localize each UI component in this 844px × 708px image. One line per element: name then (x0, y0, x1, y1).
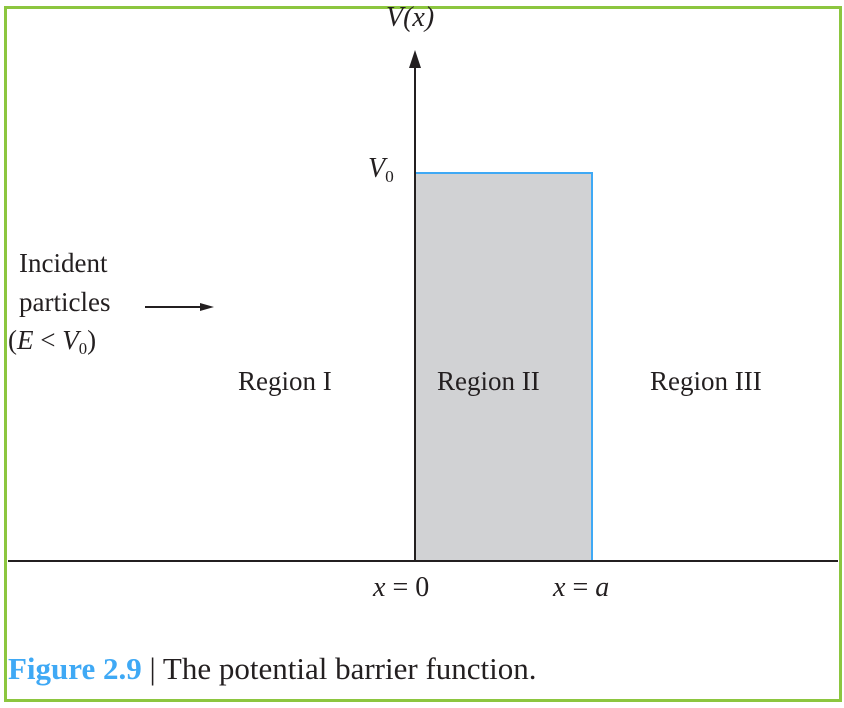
x-zero-label: x = 0 (373, 572, 430, 603)
region-3-label: Region III (650, 366, 762, 396)
barrier-height-label: V0 (368, 153, 394, 186)
y-axis-arrowhead (409, 50, 421, 68)
y-axis-label: V(x) (386, 2, 435, 33)
figure-number: Figure 2.9 (8, 651, 142, 686)
figure-caption: Figure 2.9 | The potential barrier funct… (8, 651, 537, 687)
incident-condition: (E < V0) (8, 325, 97, 358)
potential-barrier (414, 172, 593, 562)
incident-arrowhead (200, 303, 214, 311)
region-1-label: Region I (238, 366, 332, 396)
caption-separator: | (149, 651, 156, 686)
caption-text: The potential barrier function. (162, 651, 537, 686)
incident-label-line2: particles (19, 287, 111, 317)
incident-label-line1: Incident (19, 248, 108, 278)
region-2-label: Region II (437, 366, 540, 396)
x-a-label: x = a (553, 572, 610, 603)
